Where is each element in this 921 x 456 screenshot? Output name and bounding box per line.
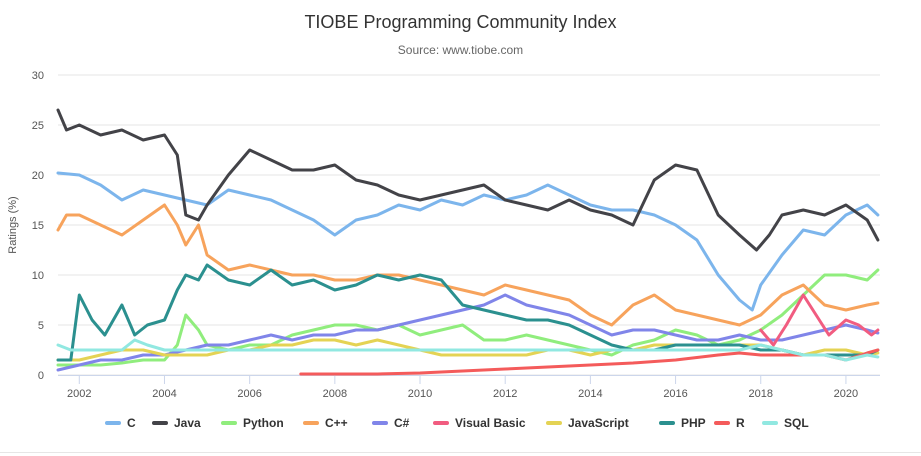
legend-label: C++ [325, 416, 348, 430]
y-tick-label: 5 [38, 320, 44, 332]
legend-label: PHP [681, 416, 706, 430]
legend-item-php[interactable]: PHP [659, 412, 706, 434]
x-tick-label: 2002 [67, 388, 91, 400]
x-tick-label: 2016 [663, 388, 687, 400]
series-line-python [56, 268, 880, 367]
legend-swatch [152, 421, 168, 425]
chart-bottom-divider [0, 452, 921, 453]
legend-label: C [127, 416, 136, 430]
legend-label: Python [243, 416, 284, 430]
legend-swatch [659, 421, 675, 425]
legend-item-sql[interactable]: SQL [762, 412, 809, 434]
x-tick-label: 2014 [578, 388, 602, 400]
legend-swatch [714, 421, 730, 425]
legend-item-java[interactable]: Java [152, 412, 201, 434]
x-tick-label: 2018 [749, 388, 773, 400]
x-tick-label: 2010 [408, 388, 432, 400]
y-axis-title: Ratings (%) [7, 196, 19, 253]
y-tick-label: 20 [32, 170, 44, 182]
legend-item-python[interactable]: Python [221, 412, 284, 434]
x-tick-label: 2004 [152, 388, 176, 400]
y-tick-label: 25 [32, 120, 44, 132]
series-line-php [56, 263, 880, 362]
series-line-javascript [56, 338, 880, 362]
y-tick-label: 0 [38, 370, 44, 382]
chart-title: TIOBE Programming Community Index [304, 12, 617, 32]
series-line-c- [56, 203, 880, 327]
y-tick-label: 15 [32, 220, 44, 232]
legend-item-visual-basic[interactable]: Visual Basic [433, 412, 526, 434]
legend-swatch [546, 421, 562, 425]
x-tick-label: 2020 [834, 388, 858, 400]
legend-swatch [303, 421, 319, 425]
series-line-sql [56, 338, 880, 362]
legend-label: SQL [784, 416, 809, 430]
chart-subtitle: Source: www.tiobe.com [397, 43, 524, 57]
legend-label: Java [174, 416, 201, 430]
legend-label: Visual Basic [455, 416, 526, 430]
legend-swatch [221, 421, 237, 425]
legend-swatch [105, 421, 121, 425]
legend-swatch [433, 421, 449, 425]
legend-item-c-[interactable]: C# [372, 412, 409, 434]
x-tick-label: 2008 [323, 388, 347, 400]
legend-swatch [372, 421, 388, 425]
legend-item-c-[interactable]: C++ [303, 412, 348, 434]
legend-item-c[interactable]: C [105, 412, 136, 434]
series-line-java [56, 108, 880, 252]
y-tick-label: 30 [32, 70, 44, 82]
x-tick-label: 2006 [237, 388, 261, 400]
chart-legend: C Java Python C++ C# Visual Basic JavaScript PH… [0, 412, 921, 434]
series-line-c [56, 171, 880, 312]
legend-label: JavaScript [568, 416, 629, 430]
legend-label: R [736, 416, 745, 430]
legend-swatch [762, 421, 778, 425]
legend-label: C# [394, 416, 410, 430]
series-line-visual-basic [759, 293, 880, 347]
x-tick-label: 2012 [493, 388, 517, 400]
legend-item-r[interactable]: R [714, 412, 745, 434]
y-tick-label: 10 [32, 270, 44, 282]
legend-item-javascript[interactable]: JavaScript [546, 412, 629, 434]
